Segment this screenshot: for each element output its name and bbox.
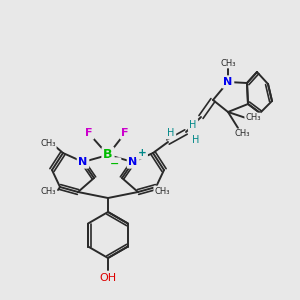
Text: H: H xyxy=(192,135,200,145)
Text: CH₃: CH₃ xyxy=(40,187,56,196)
Text: CH₃: CH₃ xyxy=(154,187,170,196)
Text: −: − xyxy=(110,159,120,169)
Text: CH₃: CH₃ xyxy=(234,130,250,139)
Text: F: F xyxy=(121,128,129,138)
Text: CH₃: CH₃ xyxy=(245,113,261,122)
Text: F: F xyxy=(85,128,93,138)
Text: CH₃: CH₃ xyxy=(40,140,56,148)
Text: +: + xyxy=(138,148,146,158)
Text: OH: OH xyxy=(99,273,117,283)
Text: B: B xyxy=(103,148,113,161)
Text: H: H xyxy=(189,120,197,130)
Text: N: N xyxy=(224,77,232,87)
Text: CH₃: CH₃ xyxy=(220,58,236,68)
Text: N: N xyxy=(78,157,88,167)
Text: N: N xyxy=(128,157,138,167)
Text: H: H xyxy=(167,128,175,138)
